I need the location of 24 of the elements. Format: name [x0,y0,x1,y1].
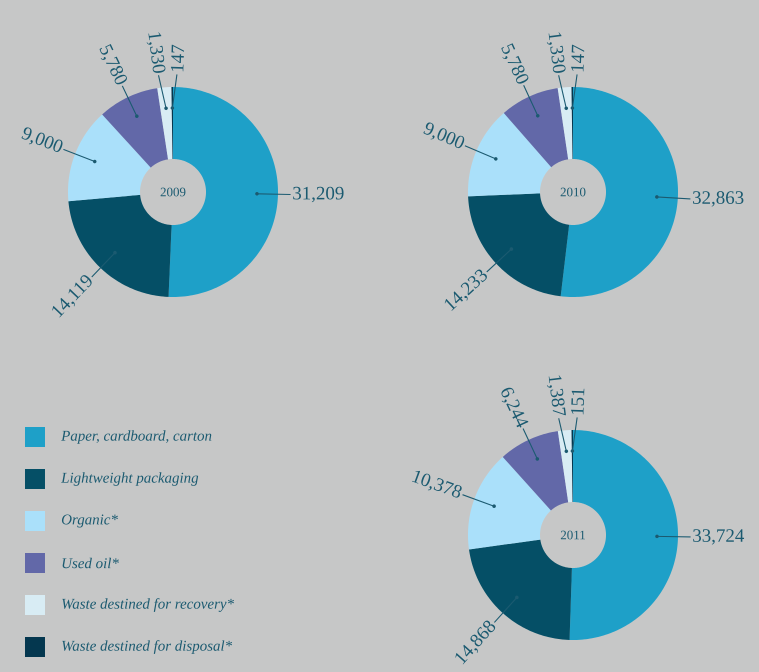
text: 2011 [560,530,585,540]
data-label: 151 [571,388,584,414]
data-label: 33,724 [693,529,744,545]
text: 2009 [160,188,186,196]
data-label: 32,863 [693,191,744,207]
legend-label: Used oil* [62,558,119,568]
legend-label: Waste destined for disposal* [62,640,232,654]
data-label: 147 [571,44,584,72]
data-label: 9,000 [21,127,63,152]
data-label: 31,209 [293,186,344,202]
legend-label: Waste destined for recovery* [62,598,234,612]
data-label: 5,780 [501,43,528,84]
data-label: 5,780 [100,44,127,84]
legend-label: Organic* [62,514,118,528]
legend-label: Paper, cardboard, carton [61,430,212,444]
text: 2010 [560,188,586,196]
legend-label: Lightweight packaging [61,472,198,486]
data-label: 1,387 [546,375,566,416]
data-label: 147 [170,44,184,72]
data-label: 6,244 [501,388,528,428]
data-label: 9,000 [423,122,464,148]
data-label: 1,330 [546,32,566,73]
data-label: 10,378 [412,470,462,498]
data-label: 1,330 [146,32,166,73]
